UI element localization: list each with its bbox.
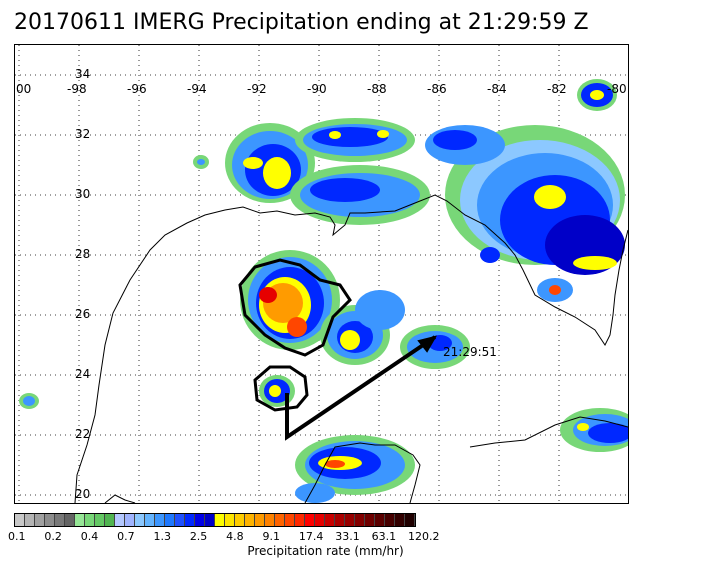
- colorbar-cell: [345, 514, 355, 526]
- colorbar-title: Precipitation rate (mm/hr): [247, 544, 404, 558]
- lon-label: -90: [307, 82, 327, 96]
- colorbar-cell: [75, 514, 85, 526]
- colorbar-cell: [145, 514, 155, 526]
- lon-label: -86: [427, 82, 447, 96]
- colorbar-cell: [295, 514, 305, 526]
- colorbar-cell: [395, 514, 405, 526]
- colorbar-tick-label: 0.1: [8, 530, 26, 543]
- colorbar-cell: [365, 514, 375, 526]
- colorbar-tick-label: 17.4: [298, 530, 324, 543]
- lat-label: 34: [75, 67, 91, 81]
- colorbar-cell: [245, 514, 255, 526]
- colorbar-cell: [275, 514, 285, 526]
- lat-label: 28: [75, 247, 91, 261]
- colorbar-cell: [155, 514, 165, 526]
- colorbar-tick-label: 0.4: [80, 530, 99, 543]
- colorbar-tick-label: 9.1: [262, 530, 281, 543]
- lon-label: -80: [607, 82, 627, 96]
- colorbar-cell: [305, 514, 315, 526]
- colorbar-cell: [165, 514, 175, 526]
- lat-label: 26: [75, 307, 91, 321]
- colorbar-cell: [235, 514, 245, 526]
- colorbar-tick-label: 120.2: [408, 530, 440, 543]
- cell-outlines: [238, 258, 352, 412]
- colorbar-cell: [405, 514, 415, 526]
- lat-label: 20: [75, 487, 91, 501]
- lon-label: -96: [127, 82, 147, 96]
- colorbar-cell: [325, 514, 335, 526]
- colorbar-cell: [215, 514, 225, 526]
- precip-field: [19, 79, 628, 503]
- colorbar-cell: [15, 514, 25, 526]
- colorbar-cell: [185, 514, 195, 526]
- storm-track: [285, 335, 438, 441]
- colorbar: [14, 513, 416, 527]
- precipitation-map: -100 -98 -96 -94 -92 -90 -88 -86 -84 -82…: [14, 44, 629, 504]
- track-time-label: 21:29:51: [443, 345, 497, 359]
- colorbar-cell: [125, 514, 135, 526]
- colorbar-cell: [135, 514, 145, 526]
- colorbar-cell: [385, 514, 395, 526]
- lat-label: 22: [75, 427, 91, 441]
- lat-label: 32: [75, 127, 91, 141]
- colorbar-cell: [45, 514, 55, 526]
- lon-label: -100: [15, 82, 32, 96]
- lon-label: -88: [367, 82, 387, 96]
- colorbar-cell: [85, 514, 95, 526]
- colorbar-cell: [65, 514, 75, 526]
- colorbar-cell: [315, 514, 325, 526]
- colorbar-tick-label: 0.2: [44, 530, 62, 543]
- colorbar-cell: [55, 514, 65, 526]
- colorbar-cell: [175, 514, 185, 526]
- lon-label: -92: [247, 82, 267, 96]
- coastlines: [74, 194, 628, 503]
- colorbar-tick-label: 33.1: [335, 530, 360, 543]
- colorbar-cell: [375, 514, 385, 526]
- colorbar-cell: [25, 514, 35, 526]
- colorbar-cell: [115, 514, 125, 526]
- lon-label: -82: [547, 82, 567, 96]
- colorbar-cell: [335, 514, 345, 526]
- lat-label: 30: [75, 187, 91, 201]
- colorbar-cell: [95, 514, 105, 526]
- map-title: 20170611 IMERG Precipitation ending at 2…: [14, 10, 589, 35]
- colorbar-cell: [255, 514, 265, 526]
- lat-label: 24: [75, 367, 91, 381]
- colorbar-cell: [225, 514, 235, 526]
- colorbar-cell: [195, 514, 205, 526]
- colorbar-cell: [265, 514, 275, 526]
- lon-label: -98: [67, 82, 87, 96]
- colorbar-tick-label: 4.8: [226, 530, 244, 543]
- colorbar-tick-label: 1.3: [153, 530, 171, 543]
- colorbar-cell: [355, 514, 365, 526]
- lon-label: -84: [487, 82, 507, 96]
- map-canvas: [15, 45, 628, 503]
- colorbar-tick-label: 0.7: [117, 530, 135, 543]
- colorbar-cell: [105, 514, 115, 526]
- colorbar-cell: [205, 514, 215, 526]
- colorbar-cell: [35, 514, 45, 526]
- colorbar-cell: [285, 514, 295, 526]
- colorbar-tick-label: 2.5: [189, 530, 208, 543]
- colorbar-tick-label: 63.1: [371, 530, 397, 543]
- lon-label: -94: [187, 82, 207, 96]
